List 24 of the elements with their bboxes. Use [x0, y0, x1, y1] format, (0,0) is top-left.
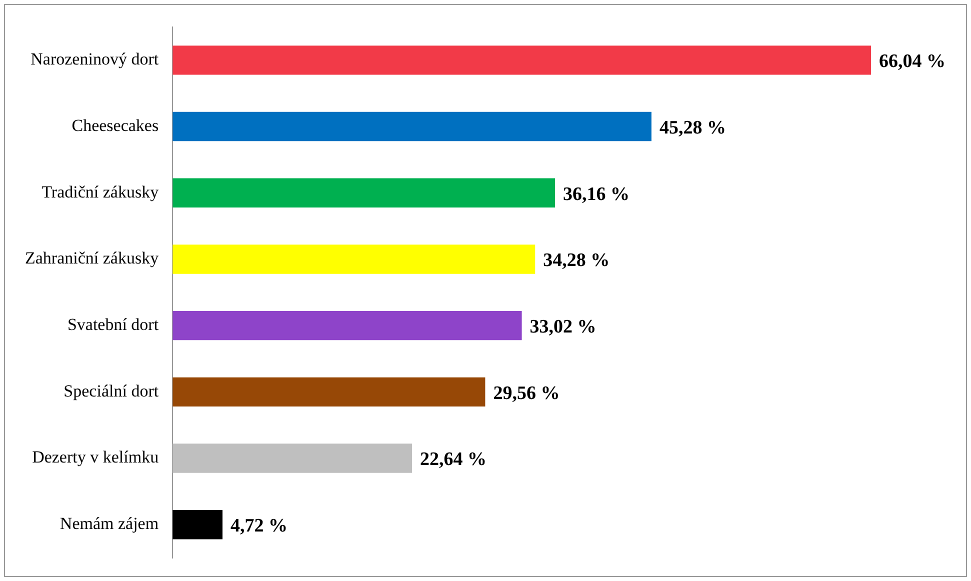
data-label: 33,02 % [530, 316, 596, 338]
bar [172, 112, 652, 142]
y-tick-label: Nemám zájem [60, 514, 159, 534]
y-tick-label: Tradiční zákusky [42, 182, 160, 202]
bar [172, 510, 222, 540]
y-tick-label: Cheesecakes [72, 116, 159, 135]
data-label: 34,28 % [543, 250, 610, 272]
y-tick-label: Narozeninový dort [30, 50, 159, 69]
bar [172, 377, 486, 407]
data-label: 36,16 % [563, 184, 630, 205]
data-label: 66,04 % [879, 51, 946, 72]
bar [172, 310, 522, 340]
y-tick-label: Dezerty v kelímku [32, 448, 160, 467]
data-label: 45,28 % [659, 117, 726, 138]
bar [172, 46, 871, 75]
y-tick-label: Zahraniční zákusky [24, 248, 160, 268]
bar [172, 244, 536, 274]
data-label: 22,64 % [420, 449, 487, 470]
data-label: 4,72 % [230, 516, 288, 537]
data-label: 29,56 % [493, 382, 560, 404]
y-tick-label: Svatební dort [67, 315, 159, 334]
bar [172, 444, 412, 473]
y-tick-label: Speciální dort [64, 381, 159, 400]
bar [172, 178, 555, 208]
